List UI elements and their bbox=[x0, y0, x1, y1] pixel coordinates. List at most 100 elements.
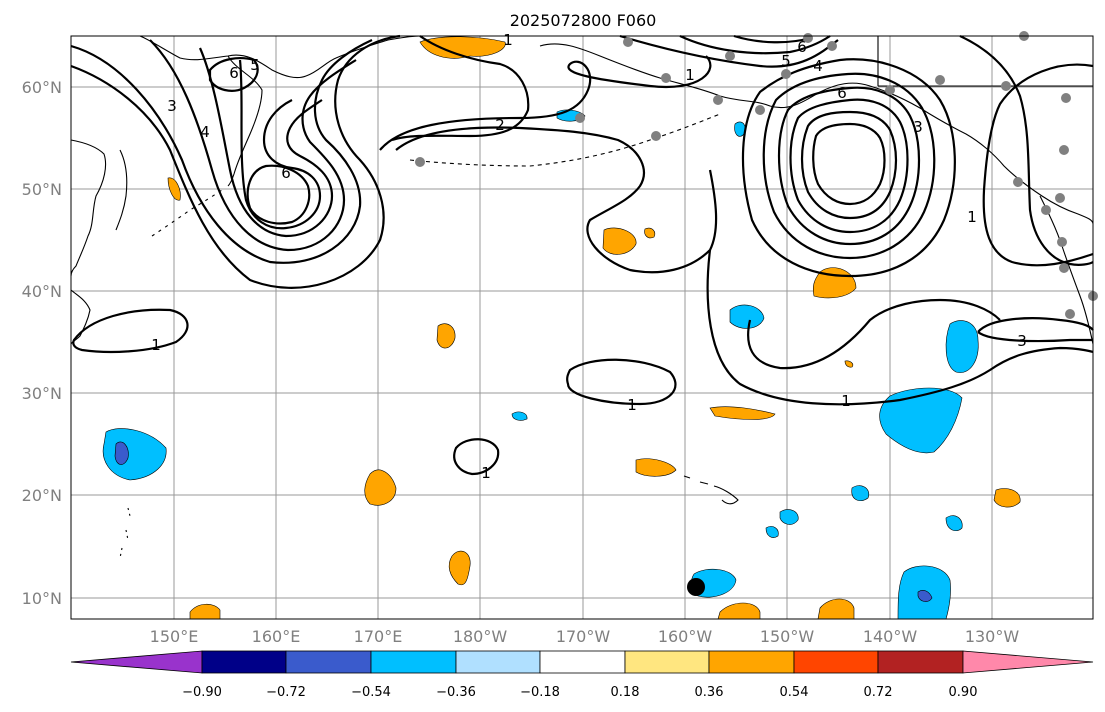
colorbar-tick-label: 0.90 bbox=[949, 685, 978, 700]
contour-mid-1 bbox=[747, 298, 1001, 370]
station-dot bbox=[1065, 309, 1075, 319]
patch-blue-k bbox=[102, 428, 167, 481]
patch-blue-f bbox=[945, 320, 979, 373]
colorbar-segment bbox=[285, 650, 372, 674]
station-dot bbox=[575, 113, 585, 123]
station-dot bbox=[623, 37, 633, 47]
colorbar-tick-label: −0.36 bbox=[436, 685, 476, 700]
station-dot bbox=[1041, 205, 1051, 215]
contour-label: 5 bbox=[781, 52, 791, 70]
station-dot bbox=[935, 75, 945, 85]
patch-blue-p bbox=[779, 509, 799, 525]
colorbar-tick-label: −0.18 bbox=[520, 685, 560, 700]
colorbar-segment-low-extend bbox=[70, 650, 203, 674]
lon-label: 160°W bbox=[658, 627, 713, 646]
patch-orange-h bbox=[709, 406, 776, 420]
contour-label: 3 bbox=[167, 97, 177, 115]
coast-aleutians bbox=[409, 113, 721, 167]
contour-label: 1 bbox=[481, 464, 491, 482]
contour-small-24 bbox=[453, 438, 500, 476]
colorbar-segment bbox=[201, 650, 287, 674]
colorbar-tick-label: 0.54 bbox=[780, 685, 809, 700]
colorbar-tick-label: −0.90 bbox=[182, 685, 222, 700]
location-marker bbox=[687, 578, 705, 596]
patch-orange-v bbox=[817, 598, 855, 620]
colorbar-segment bbox=[624, 650, 710, 674]
latitude-labels: 60°N 50°N 40°N 30°N 20°N 10°N bbox=[22, 78, 62, 608]
contour-central-arc bbox=[391, 35, 530, 142]
contour-label: 3 bbox=[913, 118, 923, 136]
contour-east-1 bbox=[982, 63, 1094, 267]
station-dot bbox=[1001, 81, 1011, 91]
patch-orange-bering bbox=[419, 36, 506, 59]
colorbar-segment bbox=[455, 650, 541, 674]
station-dot bbox=[661, 73, 671, 83]
lat-label: 10°N bbox=[22, 589, 62, 608]
colorbar-segment-high-extend bbox=[962, 650, 1094, 674]
station-dot bbox=[781, 69, 791, 79]
lon-label: 160°E bbox=[252, 627, 301, 646]
patch-orange-m bbox=[364, 469, 397, 506]
colorbar-tick-label: 0.72 bbox=[864, 685, 893, 700]
contour-gulf-outer bbox=[741, 58, 956, 278]
coast-marianas bbox=[119, 507, 131, 559]
patch-orange-g bbox=[844, 360, 854, 368]
patch-orange-o bbox=[993, 488, 1021, 508]
station-markers bbox=[415, 31, 1098, 319]
lat-label: 20°N bbox=[22, 486, 62, 505]
patch-blue-q bbox=[945, 515, 963, 531]
contour-label: 1 bbox=[627, 396, 637, 414]
contour-label: 4 bbox=[813, 57, 823, 75]
contour-label: 1 bbox=[841, 392, 851, 410]
contour-small-30 bbox=[566, 358, 677, 406]
contour-west-3 bbox=[149, 39, 357, 252]
contour-west-6 bbox=[246, 164, 311, 225]
contour-label: 5 bbox=[250, 56, 260, 74]
contour-gulf-3 bbox=[777, 86, 921, 246]
patch-orange-l bbox=[635, 458, 677, 477]
colorbar-segment bbox=[793, 650, 879, 674]
colorbar-segment bbox=[708, 650, 795, 674]
lat-label: 40°N bbox=[22, 282, 62, 301]
lon-label: 170°W bbox=[556, 627, 611, 646]
station-dot bbox=[651, 131, 661, 141]
contour-label: 2 bbox=[495, 116, 505, 134]
patch-purple-t bbox=[917, 590, 933, 602]
contour-west-loop bbox=[72, 308, 189, 354]
lat-label: 50°N bbox=[22, 180, 62, 199]
contour-label: 6 bbox=[229, 64, 239, 82]
station-dot bbox=[713, 95, 723, 105]
patch-purple-k bbox=[114, 441, 129, 465]
patch-blue-i bbox=[511, 411, 528, 421]
contour-label: 6 bbox=[281, 164, 291, 182]
colorbar-segment bbox=[877, 650, 964, 674]
lat-label: 30°N bbox=[22, 384, 62, 403]
patch-orange-d bbox=[436, 323, 456, 349]
contour-lines bbox=[70, 34, 1094, 476]
station-dot bbox=[1059, 263, 1069, 273]
station-dot bbox=[1059, 145, 1069, 155]
colorbar-segment bbox=[370, 650, 457, 674]
station-dot bbox=[1057, 237, 1067, 247]
coast-kurils bbox=[151, 189, 223, 237]
station-dot bbox=[827, 41, 837, 51]
lon-label: 130°W bbox=[965, 627, 1020, 646]
lon-label: 180°W bbox=[453, 627, 508, 646]
contour-label: 1 bbox=[151, 336, 161, 354]
colorbar bbox=[70, 650, 1094, 674]
station-dot bbox=[725, 51, 735, 61]
contour-label: 6 bbox=[837, 84, 847, 102]
coast-sakhalin bbox=[115, 149, 128, 231]
contour-top-mid bbox=[619, 34, 839, 68]
contour-kam-loop bbox=[208, 57, 259, 92]
lon-label: 140°W bbox=[863, 627, 918, 646]
shaded-field bbox=[102, 36, 1021, 620]
colorbar-tick-label: 0.18 bbox=[611, 685, 640, 700]
station-dot bbox=[1055, 193, 1065, 203]
contour-label: 4 bbox=[200, 123, 210, 141]
contour-west-big bbox=[70, 34, 401, 289]
contour-east-3 bbox=[977, 317, 1094, 343]
patch-blue-n bbox=[851, 485, 870, 501]
patch-orange-a bbox=[602, 227, 637, 255]
contour-label: 6 bbox=[797, 38, 807, 56]
